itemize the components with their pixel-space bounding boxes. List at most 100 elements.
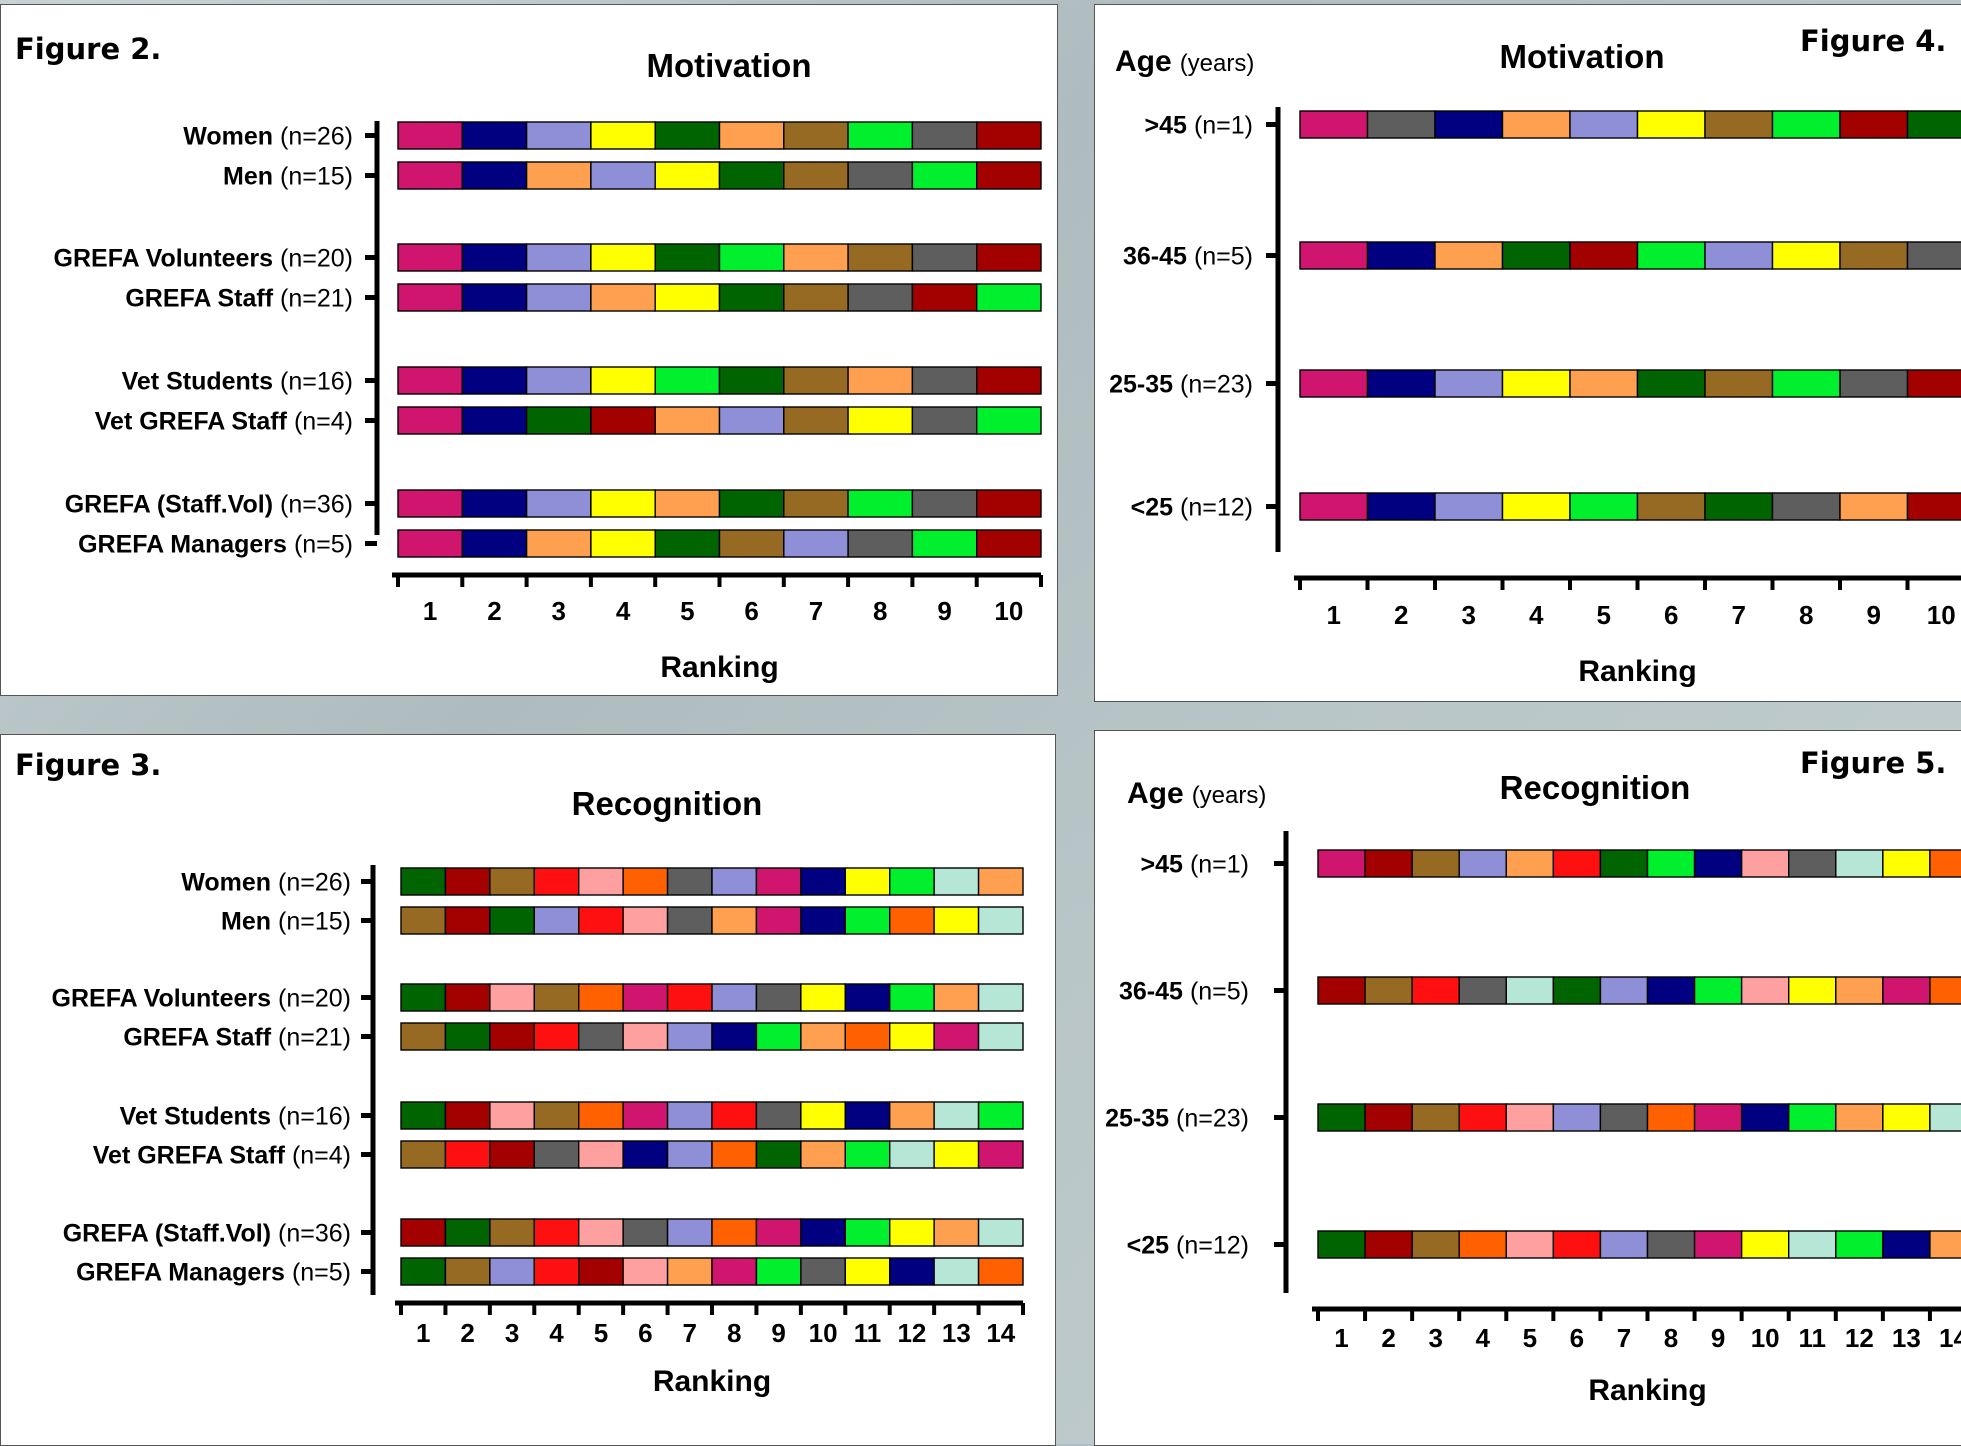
x-tick-label: 6: [1570, 1323, 1584, 1353]
cell-rank-6-yellow: [1638, 111, 1706, 138]
cell-rank-9-maroon: [1840, 111, 1908, 138]
row-name: GREFA Managers: [76, 1259, 285, 1287]
cell-rank-3-maroon: [490, 1023, 534, 1050]
cell-rank-3-dkgreen: [490, 907, 534, 934]
x-tick-label: 1: [1327, 600, 1341, 630]
cell-rank-4-red: [534, 1258, 578, 1285]
cell-rank-7-brown: [1705, 370, 1773, 397]
x-tick-label: 4: [616, 596, 631, 626]
cell-rank-10-maroon: [1908, 493, 1961, 520]
cell-rank-1-magenta: [398, 530, 462, 557]
cell-rank-11-mint: [1789, 1231, 1836, 1258]
cell-rank-9-gray: [912, 367, 976, 394]
cell-rank-11-green: [1789, 1104, 1836, 1131]
row-2: 25-35(n=23): [1109, 370, 1961, 399]
cell-rank-2-dkgreen: [445, 1219, 489, 1246]
cell-rank-9-green: [912, 162, 976, 189]
cell-rank-4-gray: [1459, 977, 1506, 1004]
cell-rank-5-redorange: [579, 1102, 623, 1129]
cell-rank-10-orange: [801, 1141, 845, 1168]
cell-rank-12-orange: [1836, 1104, 1883, 1131]
x-tick-label: 2: [1381, 1323, 1395, 1353]
cell-rank-4-yellow: [591, 244, 655, 271]
cell-rank-12-redorange: [890, 907, 934, 934]
row-label: 36-45(n=5): [1123, 243, 1253, 271]
cell-rank-3-orange: [527, 530, 591, 557]
cell-rank-8-orange: [712, 907, 756, 934]
cell-rank-3-brown: [1412, 1104, 1459, 1131]
cell-rank-10-green: [977, 407, 1041, 434]
cell-rank-6-magenta: [623, 1102, 667, 1129]
cell-rank-8-green: [1773, 370, 1841, 397]
cell-rank-5-dkgreen: [655, 122, 719, 149]
cell-rank-14-mint: [979, 1023, 1023, 1050]
row-3: GREFA Staff(n=21): [123, 1023, 1023, 1052]
y-axis-label: Age(years): [1127, 777, 1266, 810]
cell-rank-2-navy: [462, 530, 526, 557]
cell-rank-1-maroon: [401, 1219, 445, 1246]
cell-rank-10-maroon: [977, 490, 1041, 517]
cell-rank-9-magenta: [1695, 1231, 1742, 1258]
cell-rank-5-pink: [1506, 1231, 1553, 1258]
cell-rank-5-maroon: [579, 1258, 623, 1285]
cell-rank-4-redorange: [1459, 1231, 1506, 1258]
cell-rank-13-yellow: [934, 907, 978, 934]
cell-rank-1-dkgreen: [401, 1102, 445, 1129]
cell-rank-2-navy: [1368, 242, 1436, 269]
cell-rank-1-magenta: [398, 244, 462, 271]
cell-rank-5-orange: [655, 407, 719, 434]
row-label: Men(n=15): [223, 163, 353, 191]
cell-rank-8-green: [1773, 111, 1841, 138]
cell-rank-7-lavender: [1600, 977, 1647, 1004]
row-n: (n=16): [278, 1103, 351, 1131]
x-tick-label: 1: [1334, 1323, 1348, 1353]
cell-rank-10-gray: [1908, 242, 1961, 269]
cell-rank-3-orange: [527, 162, 591, 189]
row-4: Vet Students(n=16): [122, 367, 1041, 396]
cell-rank-9-navy: [1695, 850, 1742, 877]
cell-rank-9-gray: [1840, 370, 1908, 397]
cell-rank-6-dkgreen: [1553, 977, 1600, 1004]
x-tick-label: 10: [1751, 1323, 1780, 1353]
cell-rank-3-dkgreen: [527, 407, 591, 434]
cell-rank-4-yellow: [591, 490, 655, 517]
cell-rank-5-dkgreen: [655, 244, 719, 271]
x-tick-label: 9: [771, 1318, 785, 1348]
row-name: Women: [181, 869, 271, 897]
cell-rank-8-lavender: [712, 868, 756, 895]
row-7: GREFA Managers(n=5): [76, 1258, 1023, 1287]
cell-rank-2-navy: [462, 407, 526, 434]
row-3: <25(n=12): [1131, 493, 1961, 522]
x-tick-label: 10: [994, 596, 1023, 626]
cell-rank-9-magenta: [756, 1219, 800, 1246]
cell-rank-3-brown: [490, 868, 534, 895]
cell-rank-8-lavender: [712, 984, 756, 1011]
cell-rank-6-pink: [623, 1258, 667, 1285]
cell-rank-3-lavender: [1435, 493, 1503, 520]
cell-rank-11-navy: [845, 984, 889, 1011]
x-tick-label: 10: [809, 1318, 838, 1348]
row-name: GREFA Staff: [125, 285, 273, 313]
row-1: 36-45(n=5): [1119, 977, 1961, 1006]
cell-rank-12-orange: [890, 1102, 934, 1129]
cell-rank-13-mint: [934, 1258, 978, 1285]
row-label: GREFA (Staff.Vol)(n=36): [63, 1220, 351, 1248]
cell-rank-10-navy: [801, 1219, 845, 1246]
cell-rank-13-magenta: [934, 1023, 978, 1050]
row-n: (n=15): [280, 163, 353, 191]
row-n: (n=26): [280, 123, 353, 151]
cell-rank-6-pink: [623, 1023, 667, 1050]
x-tick-label: 12: [897, 1318, 926, 1348]
cell-rank-4-lavender: [534, 907, 578, 934]
row-6: GREFA (Staff.Vol)(n=36): [63, 1219, 1023, 1248]
cell-rank-8-yellow: [848, 407, 912, 434]
cell-rank-13-orange: [934, 1219, 978, 1246]
cell-rank-7-brown: [1705, 111, 1773, 138]
cell-rank-5-red: [579, 907, 623, 934]
row-label: 25-35(n=23): [1105, 1105, 1249, 1133]
cell-rank-11-navy: [845, 1102, 889, 1129]
row-name: 25-35: [1105, 1105, 1169, 1133]
row-name: Vet GREFA Staff: [95, 408, 288, 436]
row-n: (n=5): [1194, 243, 1253, 271]
